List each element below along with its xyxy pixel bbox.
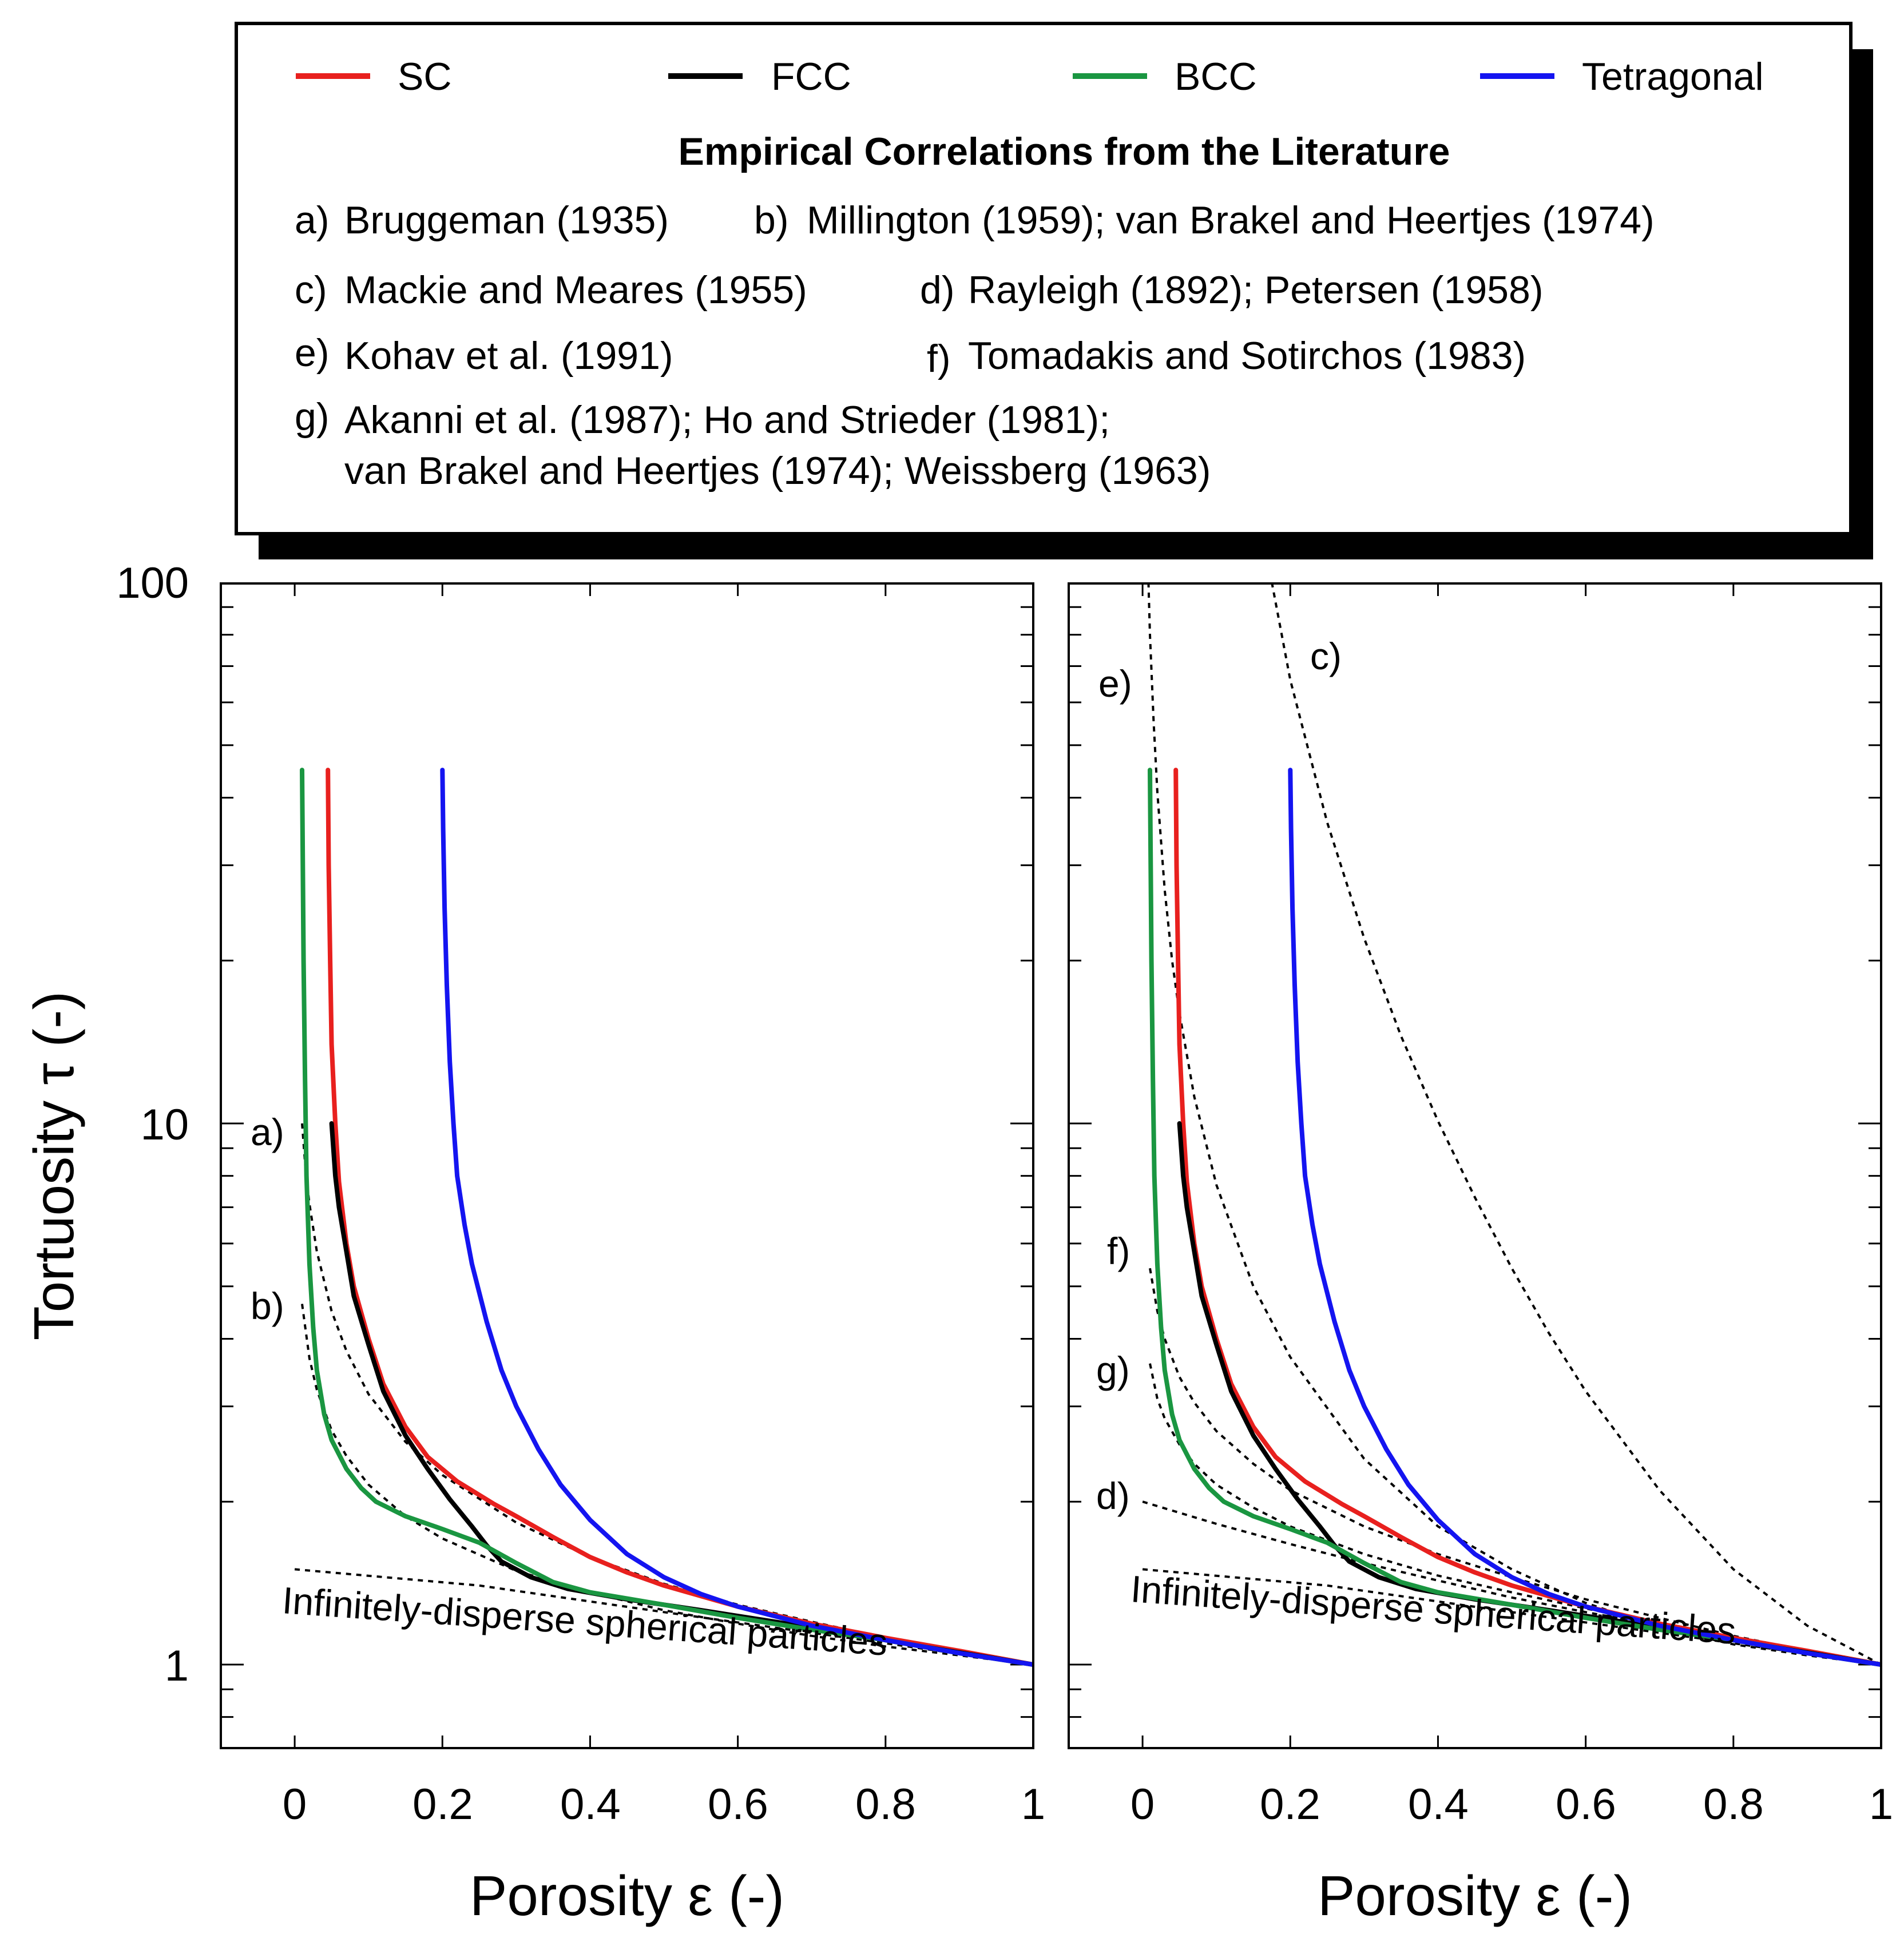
ref-key-g: g) (295, 395, 329, 439)
left-xtick-label-1: 1 (1021, 1780, 1045, 1829)
ref-text-g: Akanni et al. (1987); Ho and Strieder (1… (344, 398, 1110, 442)
left-x-axis-title: Porosity ε (-) (470, 1864, 784, 1927)
left-ref-curve-infinitely-disperse (294, 1568, 1033, 1666)
legend-label-sc: SC (398, 55, 451, 98)
ref-text-f: Tomadakis and Sotirchos (1983) (968, 334, 1526, 378)
anno-d: d) (1096, 1475, 1130, 1517)
right-x-axis-title: Porosity ε (-) (1318, 1864, 1632, 1927)
right-xtick-label-1: 1 (1869, 1780, 1893, 1829)
anno-c: c) (1310, 635, 1342, 677)
left-ref-curve-a (301, 1123, 1033, 1666)
ref-text-g-line2: van Brakel and Heertjes (1974); Weissber… (344, 449, 1211, 493)
right-reference-curves (1142, 583, 1881, 1666)
anno-a: a) (251, 1111, 284, 1153)
legend-frame (235, 22, 1853, 535)
right-series-bcc (1148, 768, 1881, 1667)
y-axis-title: Tortuosity τ (-) (22, 991, 85, 1340)
ref-key-e: e) (295, 331, 329, 375)
right-xtick-label-0.2: 0.2 (1260, 1780, 1320, 1829)
right-data-series (1148, 768, 1881, 1667)
left-xtick-label-0.2: 0.2 (412, 1780, 473, 1829)
ref-text-d: Rayleigh (1892); Petersen (1958) (968, 268, 1543, 312)
right-xtick-label-0.8: 0.8 (1703, 1780, 1764, 1829)
anno-b: b) (251, 1285, 284, 1327)
ref-text-e: Kohav et al. (1991) (344, 334, 673, 378)
literature-title: Empirical Correlations from the Literatu… (679, 130, 1450, 173)
left-xtick-label-0.4: 0.4 (560, 1780, 621, 1829)
ref-text-c: Mackie and Meares (1955) (344, 268, 807, 312)
legend-label-tetragonal: Tetragonal (1582, 55, 1764, 98)
left-xtick-label-0.6: 0.6 (708, 1780, 768, 1829)
right-xtick-label-0: 0 (1130, 1780, 1155, 1829)
left-xtick-label-0: 0 (283, 1780, 307, 1829)
left-plot-frame (220, 582, 1034, 1749)
right-ref-curve-infinitely-disperse (1142, 1568, 1881, 1666)
legend-series-row: SC FCC BCC Tetragonal (296, 55, 1764, 98)
left-xtick-label-0.8: 0.8 (855, 1780, 916, 1829)
left-series-bcc (300, 768, 1033, 1667)
left-panel: 1 10 100 0 0.2 0.4 0.6 0.8 1 Porosity ε … (22, 559, 1045, 1927)
left-data-series (300, 768, 1033, 1667)
left-series-sc (326, 768, 1033, 1667)
ref-key-b: b) (754, 198, 788, 242)
ref-key-d: d) (920, 268, 954, 312)
anno-f: f) (1107, 1230, 1130, 1272)
right-series-tetragonal (1288, 768, 1881, 1667)
left-series-tetragonal (440, 768, 1033, 1667)
ref-key-c: c) (295, 268, 327, 312)
ref-text-a: Bruggeman (1935) (344, 198, 669, 242)
right-xtick-label-0.6: 0.6 (1556, 1780, 1616, 1829)
right-ref-curve-c (1271, 583, 1881, 1666)
left-ytick-label-100: 100 (116, 559, 189, 607)
legend: SC FCC BCC Tetragonal Empirical Correlat… (235, 22, 1873, 559)
left-ytick-label-1: 1 (165, 1642, 189, 1690)
right-ref-curve-e (1147, 583, 1881, 1666)
reference-list: a) Bruggeman (1935) b) Millington (1959)… (295, 198, 1655, 493)
left-axis-ticks (221, 583, 1034, 1748)
anno-e: e) (1098, 662, 1132, 705)
legend-label-bcc: BCC (1175, 55, 1257, 98)
ref-key-f: f) (927, 337, 951, 380)
left-ytick-label-10: 10 (140, 1101, 189, 1149)
legend-label-fcc: FCC (771, 55, 851, 98)
right-panel: 0 0.2 0.4 0.6 0.8 1 Porosity ε (-) c) e)… (1068, 582, 1893, 1927)
anno-g: g) (1096, 1349, 1130, 1391)
ref-key-a: a) (295, 198, 329, 242)
right-plot-frame (1068, 582, 1882, 1749)
right-xtick-label-0.4: 0.4 (1408, 1780, 1469, 1829)
right-series-sc (1173, 768, 1881, 1667)
ref-text-b: Millington (1959); van Brakel and Heertj… (807, 198, 1655, 242)
right-ref-curve-f (1149, 1268, 1881, 1666)
